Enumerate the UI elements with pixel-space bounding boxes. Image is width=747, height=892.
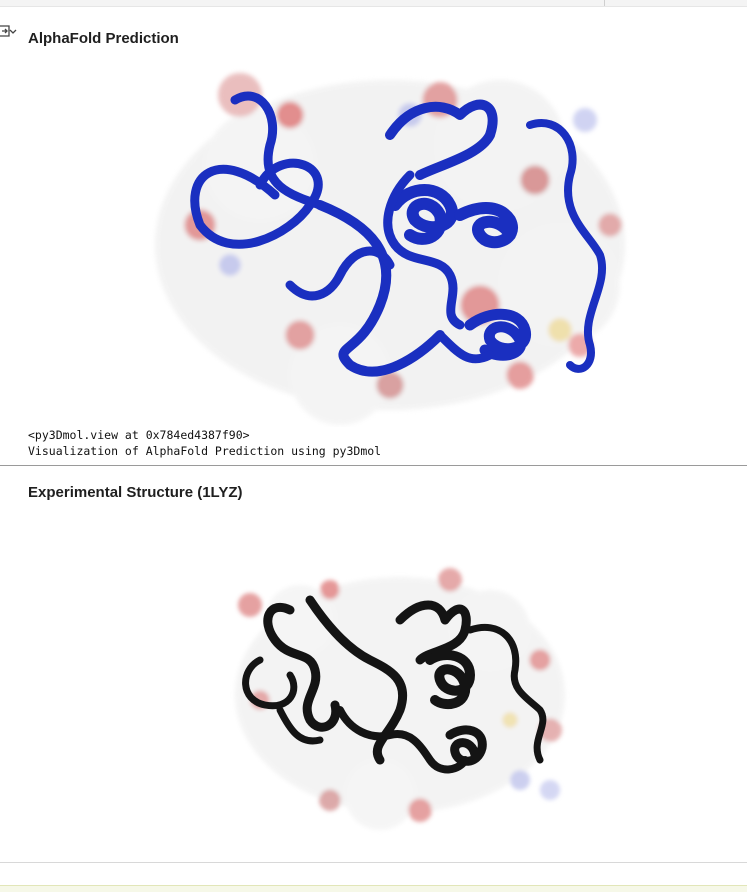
cell-divider [0,862,747,863]
experimental-3d-viewer[interactable] [220,560,580,835]
output-toggle-icon[interactable] [0,22,18,40]
top-divider [604,0,605,6]
alphafold-3d-viewer[interactable] [140,55,640,427]
visualization-caption: Visualization of AlphaFold Prediction us… [28,444,382,458]
alphafold-title: AlphaFold Prediction [28,30,179,47]
experimental-title: Experimental Structure (1LYZ) [28,484,243,501]
output-divider [0,465,747,466]
py3dmol-view-repr: <py3Dmol.view at 0x784ed4387f90> [28,428,250,442]
protein-cartoon [190,91,606,377]
protein-cartoon [242,595,547,774]
notebook-top-strip [0,0,747,7]
notebook-bottom-strip [0,885,747,892]
